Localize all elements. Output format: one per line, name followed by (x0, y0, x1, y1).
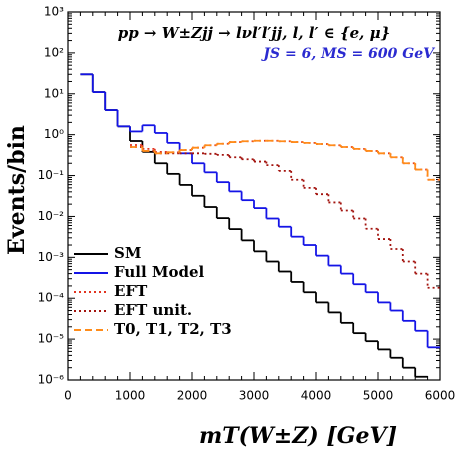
x-tick-label: 5000 (363, 389, 394, 403)
x-tick-label: 4000 (301, 389, 332, 403)
x-tick-label: 2000 (177, 389, 208, 403)
x-tick-label: 0 (64, 389, 72, 403)
y-tick-label: 10³ (44, 5, 64, 19)
chart-title: pp → W±Zjj → lνl′l′jj, l, l′ ∈ {e, μ} (118, 24, 391, 42)
y-axis-label: Events/bin (4, 125, 30, 255)
y-tick-label: 10⁻⁶ (38, 373, 65, 387)
x-tick-label: 1000 (115, 389, 146, 403)
legend-label: T0, T1, T2, T3 (114, 320, 232, 338)
chart-subtitle: JS = 6, MS = 600 GeV (260, 46, 436, 62)
y-tick-label: 10⁻² (38, 209, 65, 223)
y-tick-label: 10² (44, 45, 64, 59)
y-tick-label: 10⁰ (44, 127, 64, 141)
x-tick-label: 6000 (425, 389, 456, 403)
legend-label: SM (114, 244, 141, 262)
legend-label: Full Model (114, 263, 205, 281)
x-tick-label: 3000 (239, 389, 270, 403)
y-tick-label: 10⁻⁵ (38, 332, 65, 346)
legend-label: EFT unit. (114, 301, 192, 319)
legend-label: EFT (114, 282, 148, 300)
y-tick-label: 10⁻¹ (38, 168, 65, 182)
y-tick-label: 10⁻³ (38, 250, 65, 264)
x-axis-label: mT(W±Z) [GeV] (199, 423, 397, 449)
y-tick-label: 10¹ (44, 86, 64, 100)
y-tick-label: 10⁻⁴ (38, 291, 65, 305)
